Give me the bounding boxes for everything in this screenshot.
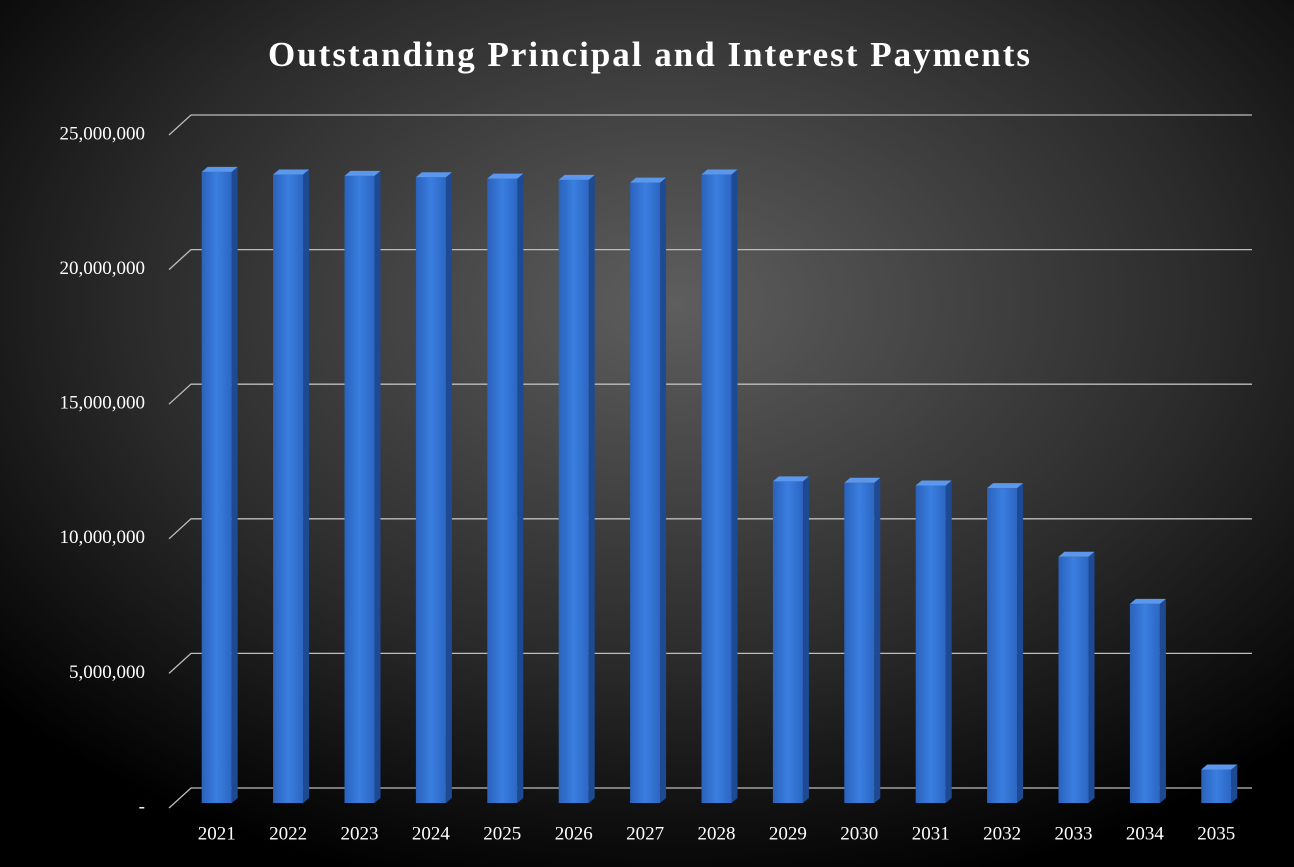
- bar: [344, 175, 375, 803]
- x-tick-label: 2032: [983, 823, 1021, 844]
- bar-top: [201, 166, 238, 172]
- grid-line: [168, 518, 1252, 540]
- y-tick-label: 15,000,000: [60, 393, 146, 414]
- bar-top: [987, 483, 1024, 489]
- bar-side: [731, 169, 738, 803]
- grid-line: [168, 652, 1252, 674]
- bar: [1058, 556, 1089, 803]
- y-tick-label: 10,000,000: [60, 527, 146, 548]
- bar-side: [802, 476, 809, 803]
- bar: [1201, 769, 1232, 803]
- bar-side: [1231, 764, 1238, 803]
- bar-top: [344, 170, 381, 176]
- x-tick-label: 2035: [1197, 823, 1235, 844]
- bar-top: [1058, 551, 1095, 557]
- y-tick-label: -: [139, 796, 145, 817]
- bar-top: [487, 173, 524, 179]
- bar-top: [1201, 764, 1238, 770]
- bar-top: [630, 177, 667, 183]
- bar: [844, 482, 875, 803]
- bar-side: [945, 480, 952, 803]
- bar-top: [701, 169, 738, 175]
- grid-line: [168, 787, 1252, 809]
- bar-side: [660, 177, 667, 803]
- bar: [630, 182, 661, 803]
- bar-top: [772, 476, 809, 482]
- bar: [201, 171, 232, 803]
- grid-line: [168, 383, 1252, 405]
- bar-top: [915, 480, 952, 486]
- x-tick-label: 2022: [269, 823, 307, 844]
- bar-top: [844, 477, 881, 483]
- x-tick-label: 2034: [1126, 823, 1165, 844]
- x-tick-label: 2033: [1055, 823, 1093, 844]
- bar-side: [588, 174, 595, 804]
- bar-side: [874, 477, 881, 803]
- x-tick-label: 2026: [555, 823, 593, 844]
- y-tick-label: 5,000,000: [69, 662, 145, 683]
- bar-top: [1129, 598, 1166, 604]
- bar-side: [374, 170, 381, 803]
- bar-side: [231, 166, 238, 803]
- y-tick-label: 25,000,000: [60, 123, 146, 144]
- x-tick-label: 2025: [483, 823, 521, 844]
- x-tick-label: 2021: [198, 823, 236, 844]
- bar: [772, 481, 803, 803]
- bar: [987, 488, 1018, 803]
- bar-top: [415, 172, 452, 178]
- bar-top: [273, 169, 310, 175]
- chart-title: Outstanding Principal and Interest Payme…: [268, 35, 1032, 74]
- bar: [273, 174, 304, 803]
- bar-side: [1088, 551, 1095, 803]
- bar: [487, 178, 518, 804]
- bar: [558, 179, 589, 804]
- bar-side: [517, 173, 524, 804]
- bar-side: [303, 169, 310, 803]
- bar: [1129, 603, 1160, 803]
- grid-line: [168, 114, 1252, 136]
- x-tick-label: 2023: [341, 823, 379, 844]
- bar: [415, 177, 446, 803]
- bar: [915, 485, 946, 803]
- x-tick-label: 2031: [912, 823, 950, 844]
- x-tick-label: 2029: [769, 823, 807, 844]
- bar: [701, 174, 732, 803]
- bar-top: [558, 174, 595, 180]
- x-tick-label: 2028: [698, 823, 736, 844]
- grid-line: [168, 248, 1252, 271]
- bar-side: [445, 172, 452, 803]
- bar-side: [1017, 483, 1024, 803]
- bar-side: [1159, 598, 1166, 803]
- y-tick-label: 20,000,000: [60, 258, 146, 279]
- x-tick-label: 2027: [626, 823, 664, 844]
- x-tick-label: 2024: [412, 823, 451, 844]
- x-tick-label: 2030: [840, 823, 878, 844]
